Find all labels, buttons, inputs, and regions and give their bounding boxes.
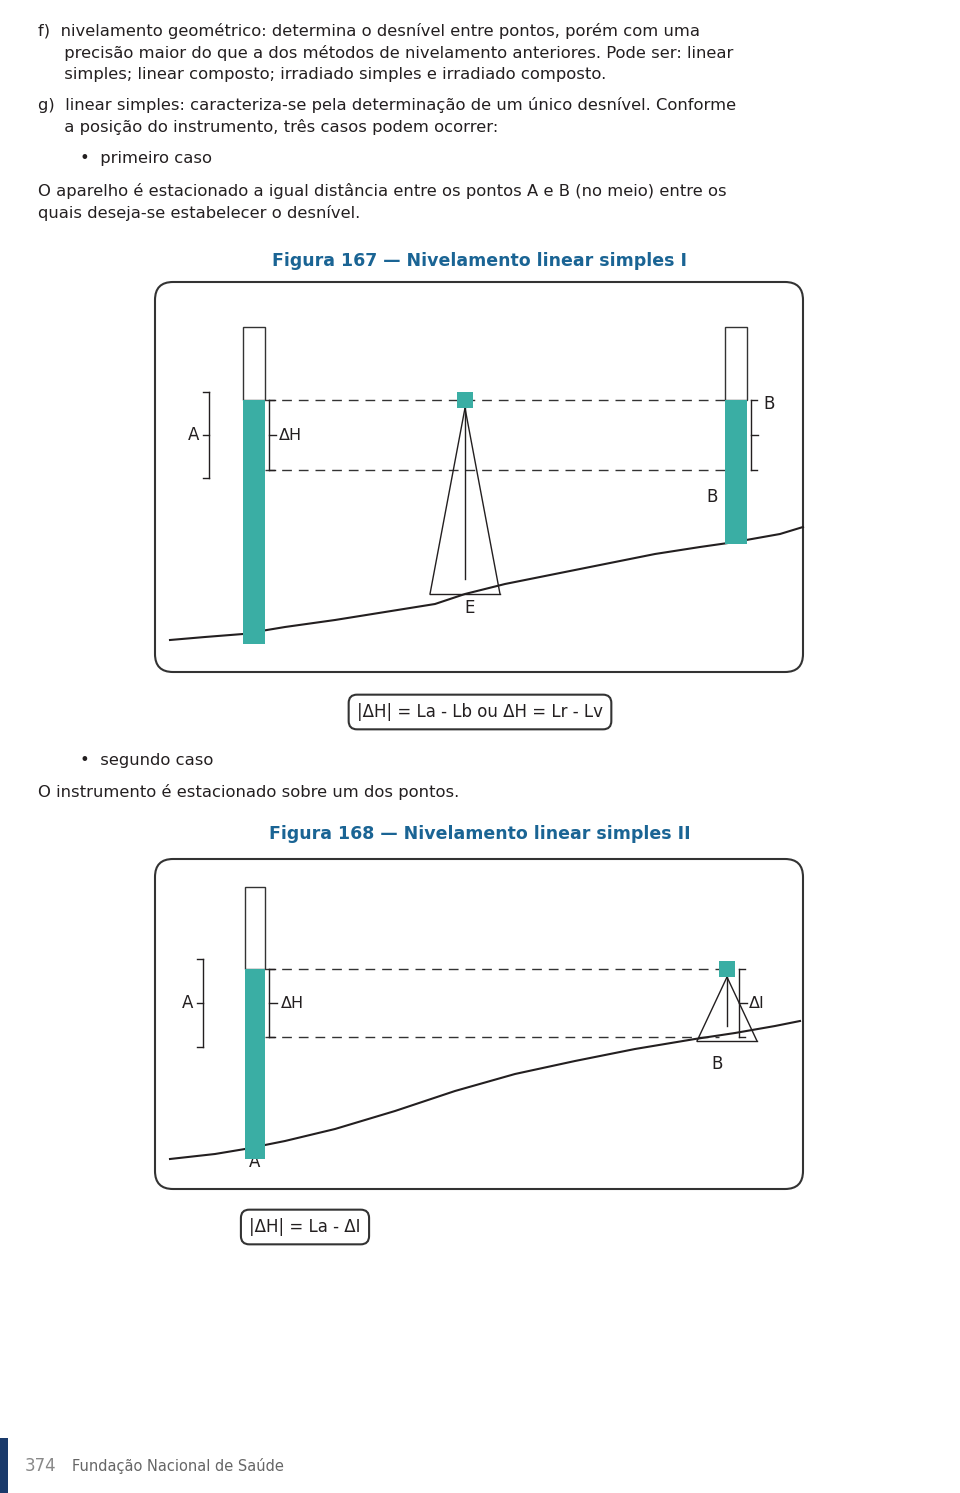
Text: •  segundo caso: • segundo caso [80, 752, 213, 767]
Text: quais deseja-se estabelecer o desnível.: quais deseja-se estabelecer o desnível. [38, 205, 360, 221]
Text: A: A [187, 426, 199, 443]
Bar [245, 887, 265, 969]
Text: B: B [763, 396, 775, 414]
Bar [243, 400, 265, 643]
Bar [725, 400, 747, 543]
Text: •  primeiro caso: • primeiro caso [80, 151, 212, 166]
Text: A: A [250, 1153, 261, 1171]
Text: B: B [711, 1056, 723, 1073]
Bar [0, 1438, 8, 1493]
Text: ΔH: ΔH [281, 996, 304, 1011]
Text: a posição do instrumento, três casos podem ocorrer:: a posição do instrumento, três casos pod… [38, 119, 498, 134]
Bar [719, 961, 735, 976]
Text: 374: 374 [25, 1457, 57, 1475]
Text: |ΔH| = La - Lb ou ΔH = Lr - Lv: |ΔH| = La - Lb ou ΔH = Lr - Lv [357, 703, 603, 721]
Text: ΔI: ΔI [749, 996, 765, 1011]
Text: |ΔH| = La - ΔI: |ΔH| = La - ΔI [250, 1218, 361, 1236]
FancyBboxPatch shape [155, 282, 803, 672]
Text: ΔH: ΔH [279, 427, 302, 442]
Text: B: B [706, 488, 717, 506]
Bar [243, 327, 265, 400]
Text: E: E [465, 599, 475, 617]
Text: Figura 167 — Nivelamento linear simples I: Figura 167 — Nivelamento linear simples … [273, 252, 687, 270]
Text: g)  linear simples: caracteriza-se pela determinação de um único desnível. Confo: g) linear simples: caracteriza-se pela d… [38, 97, 736, 113]
Text: Fundação Nacional de Saúde: Fundação Nacional de Saúde [72, 1459, 284, 1474]
Text: O aparelho é estacionado a igual distância entre os pontos A e B (no meio) entre: O aparelho é estacionado a igual distânc… [38, 184, 727, 199]
Bar [245, 969, 265, 1159]
Bar [457, 393, 473, 408]
Text: O instrumento é estacionado sobre um dos pontos.: O instrumento é estacionado sobre um dos… [38, 784, 459, 800]
Text: A: A [181, 994, 193, 1012]
Text: simples; linear composto; irradiado simples e irradiado composto.: simples; linear composto; irradiado simp… [38, 67, 607, 82]
FancyBboxPatch shape [155, 858, 803, 1188]
Text: Figura 168 — Nivelamento linear simples II: Figura 168 — Nivelamento linear simples … [269, 826, 691, 844]
Text: precisão maior do que a dos métodos de nivelamento anteriores. Pode ser: linear: precisão maior do que a dos métodos de n… [38, 45, 733, 61]
Text: f)  nivelamento geométrico: determina o desnível entre pontos, porém com uma: f) nivelamento geométrico: determina o d… [38, 22, 700, 39]
Bar [725, 327, 747, 400]
